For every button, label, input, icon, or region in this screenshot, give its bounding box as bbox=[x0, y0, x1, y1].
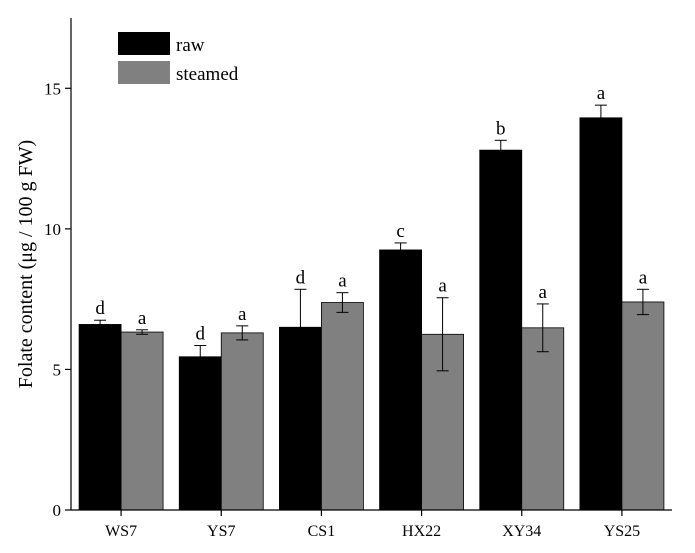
y-tick-label-1: 5 bbox=[53, 360, 62, 379]
bar-steamed-XY34 bbox=[521, 327, 565, 511]
axes-layer bbox=[70, 18, 672, 511]
x-tick-label-2: CS1 bbox=[308, 523, 336, 540]
y-tick-label-2: 10 bbox=[44, 220, 61, 239]
significance-label-raw-CS1: d bbox=[296, 267, 306, 288]
significance-label-steamed-WS7: a bbox=[138, 308, 147, 329]
legend-swatch-raw bbox=[118, 32, 170, 55]
bar-steamed-YS7 bbox=[220, 332, 264, 511]
significance-label-raw-HX22: c bbox=[396, 221, 404, 242]
bar-steamed-WS7 bbox=[120, 331, 164, 511]
x-tick-label-4: XY34 bbox=[502, 523, 541, 540]
legend-swatch-steamed bbox=[118, 61, 170, 84]
legend: raw steamed bbox=[118, 32, 239, 85]
significance-label-steamed-XY34: a bbox=[539, 282, 548, 303]
significance-label-raw-XY34: b bbox=[496, 118, 506, 139]
legend-label-raw: raw bbox=[176, 35, 205, 56]
bar-raw-HX22 bbox=[379, 249, 422, 511]
x-tick-label-3: HX22 bbox=[402, 523, 441, 540]
legend-label-steamed: steamed bbox=[176, 64, 239, 85]
x-tick-label-0: WS7 bbox=[105, 523, 137, 540]
significance-label-steamed-YS7: a bbox=[238, 304, 247, 325]
significance-label-raw-WS7: d bbox=[95, 298, 105, 319]
significance-label-raw-YS7: d bbox=[196, 324, 206, 345]
bar-raw-YS7 bbox=[178, 356, 222, 511]
x-tick-label-1: YS7 bbox=[207, 523, 235, 540]
significance-label-steamed-YS25: a bbox=[639, 267, 648, 288]
bar-raw-XY34 bbox=[479, 149, 523, 511]
bars-layer: d a d a d a c a b a a a bbox=[78, 83, 665, 511]
significance-label-steamed-HX22: a bbox=[438, 276, 447, 297]
bar-steamed-CS1 bbox=[321, 302, 364, 511]
bar-raw-WS7 bbox=[78, 324, 122, 511]
y-tick-label-3: 15 bbox=[44, 79, 61, 98]
x-tick-label-5: YS25 bbox=[604, 523, 640, 540]
y-axis-title: Folate content (μg / 100 g FW) bbox=[15, 140, 37, 388]
significance-label-raw-YS25: a bbox=[597, 83, 606, 104]
bar-steamed-YS25 bbox=[621, 301, 665, 511]
y-tick-label-0: 0 bbox=[53, 501, 62, 520]
ticks-layer: 0 5 10 15 WS7 YS7 CS1 HX22 XY34 YS25 bbox=[44, 79, 640, 540]
significance-label-steamed-CS1: a bbox=[338, 271, 347, 292]
bar-raw-YS25 bbox=[579, 117, 623, 511]
